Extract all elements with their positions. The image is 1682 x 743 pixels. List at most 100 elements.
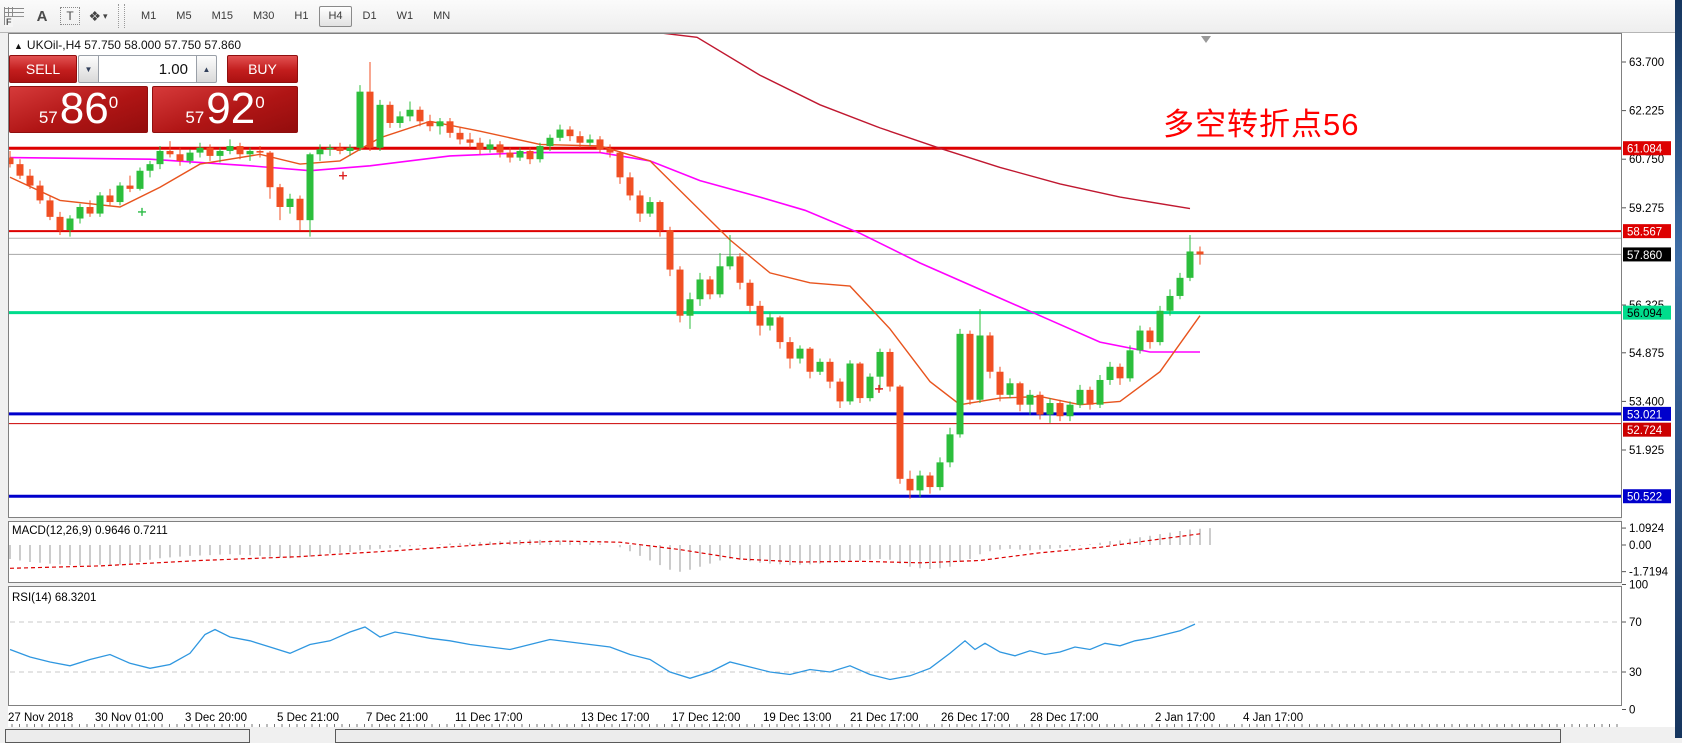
timeframe-button-m5[interactable]: M5 xyxy=(167,6,200,27)
toolbar: F A T ❖ ▾ M1 M5 M15 M30 H1 H4 D1 W1 MN xyxy=(0,0,1675,33)
price-line-label xyxy=(1623,406,1671,421)
arrow-down-icon: ▼ xyxy=(84,64,93,74)
price-tick-label: 60.750 xyxy=(1629,154,1664,166)
text-label-icon[interactable]: A xyxy=(36,7,48,25)
svg-text:52.724: 52.724 xyxy=(1627,425,1663,437)
arrow-up-icon: ▲ xyxy=(202,64,211,74)
sell-price-whole: 57 xyxy=(38,108,58,127)
timeframe-button-m30[interactable]: M30 xyxy=(244,6,283,27)
ma-long-line xyxy=(663,34,1191,210)
price-tick-label: 63.700 xyxy=(1629,57,1664,69)
rsi-line xyxy=(9,623,1196,681)
chevron-down-icon: ▾ xyxy=(103,10,108,21)
macd-panel[interactable] xyxy=(8,521,1622,583)
main-chart-layers xyxy=(9,34,1621,499)
chart-marker-plus-icon xyxy=(339,171,347,180)
sell-price-pips: 86 xyxy=(59,84,109,133)
buy-price-point: 0 xyxy=(255,93,265,112)
rsi-panel[interactable] xyxy=(8,586,1622,706)
text-box-icon[interactable]: T xyxy=(58,4,82,28)
time-axis-label: 30 Nov 01:00 xyxy=(95,712,163,724)
volume-increase-button[interactable]: ▲ xyxy=(196,55,217,83)
price-line-label xyxy=(1623,141,1671,156)
time-axis-label: 5 Dec 21:00 xyxy=(277,712,339,724)
timeframe-button-w1[interactable]: W1 xyxy=(388,6,423,27)
time-axis-label: 27 Nov 2018 xyxy=(8,712,73,724)
volume-decrease-button[interactable]: ▼ xyxy=(78,55,99,83)
price-tick-label: 51.925 xyxy=(1629,445,1664,457)
chart-annotation: 多空转折点56 xyxy=(1163,107,1360,142)
svg-text:61.084: 61.084 xyxy=(1627,144,1663,156)
buy-price-whole: 57 xyxy=(185,108,205,127)
price-line-label xyxy=(1623,247,1671,262)
timeframe-button-h1[interactable]: H1 xyxy=(285,6,317,27)
time-axis-label: 13 Dec 17:00 xyxy=(581,712,649,724)
rsi-axis-label: 0 xyxy=(1629,705,1635,717)
time-axis-label: 3 Dec 20:00 xyxy=(185,712,247,724)
svg-text:57.860: 57.860 xyxy=(1627,250,1662,262)
bottom-window-fragment[interactable] xyxy=(5,729,250,743)
time-axis-label: 4 Jan 17:00 xyxy=(1243,712,1303,724)
timeframe-button-h4[interactable]: H4 xyxy=(319,5,352,27)
time-axis-label: 26 Dec 17:00 xyxy=(941,712,1009,724)
timeframe-button-m1[interactable]: M1 xyxy=(132,6,165,27)
timeframe-button-mn[interactable]: MN xyxy=(424,6,459,27)
macd-axis-label: 0.00 xyxy=(1629,540,1651,552)
macd-axis-label: 1.0924 xyxy=(1629,523,1665,535)
rsi-layer: RSI(14) 68.3201 100 70 30 0 xyxy=(9,580,1648,717)
price-tick-label: 54.875 xyxy=(1629,348,1664,360)
time-axis-bar-ticks xyxy=(11,724,1618,727)
macd-label: MACD(12,26,9) 0.9646 0.7211 xyxy=(12,525,168,537)
symbol-ohlc-line: ▲ UKOil-,H4 57.750 58.000 57.750 57.860 xyxy=(14,38,241,52)
volume-input[interactable] xyxy=(99,55,196,83)
candles-layer xyxy=(9,62,1204,499)
sell-button[interactable]: SELL xyxy=(9,55,77,83)
symbol-ohlc-text: UKOil-,H4 57.750 58.000 57.750 57.860 xyxy=(26,38,242,52)
time-axis-label: 11 Dec 17:00 xyxy=(455,712,523,724)
sell-price-box[interactable]: 57 86 0 xyxy=(9,86,148,133)
price-line-label xyxy=(1623,489,1671,504)
buy-price-pips: 92 xyxy=(206,84,256,133)
price-tick-label: 62.225 xyxy=(1629,106,1664,118)
chart-canvas[interactable]: 63.70062.22560.75059.27556.32554.87553.4… xyxy=(0,33,1682,738)
rsi-axis-label: 100 xyxy=(1629,580,1648,592)
price-tick-label: 59.275 xyxy=(1629,203,1664,215)
bottom-window-strip xyxy=(0,728,1682,743)
collapse-triangle-icon[interactable]: ▲ xyxy=(14,41,23,51)
toolbar-separator xyxy=(118,4,125,28)
price-line-label xyxy=(1623,305,1671,320)
timeframe-button-m15[interactable]: M15 xyxy=(203,6,242,27)
price-tick-label: 53.400 xyxy=(1629,396,1664,408)
chart-marker-plus-icon xyxy=(875,384,883,393)
svg-text:50.522: 50.522 xyxy=(1627,492,1662,504)
arrow-objects-icon[interactable]: ❖ ▾ xyxy=(88,7,108,24)
chart-marker-plus-icon xyxy=(138,207,146,216)
shift-marker-icon[interactable] xyxy=(1201,36,1211,43)
grid-f-icon[interactable]: F xyxy=(2,4,26,28)
rsi-label: RSI(14) 68.3201 xyxy=(12,592,96,604)
buy-button[interactable]: BUY xyxy=(227,55,298,83)
svg-text:58.567: 58.567 xyxy=(1627,227,1662,239)
time-axis-label: 17 Dec 12:00 xyxy=(672,712,740,724)
window-right-edge xyxy=(1675,0,1682,738)
rsi-axis-label: 70 xyxy=(1629,617,1642,629)
time-axis-label: 7 Dec 21:00 xyxy=(366,712,428,724)
trade-panel-controls: SELL ▼ ▲ BUY xyxy=(9,55,298,83)
macd-axis-label: -1.7194 xyxy=(1629,567,1669,579)
macd-histogram xyxy=(9,528,1211,572)
svg-text:56.094: 56.094 xyxy=(1627,308,1663,320)
svg-text:53.021: 53.021 xyxy=(1627,409,1662,421)
time-axis-label: 2 Jan 17:00 xyxy=(1155,712,1215,724)
time-axis-label: 28 Dec 17:00 xyxy=(1030,712,1098,724)
buy-price-box[interactable]: 57 92 0 xyxy=(152,86,298,133)
timeframe-button-group: M1 M5 M15 M30 H1 H4 D1 W1 MN xyxy=(131,5,460,27)
macd-layer: MACD(12,26,9) 0.9646 0.7211 1.0924 0.00 -1.… xyxy=(9,523,1669,579)
price-line-label xyxy=(1623,224,1671,239)
timeframe-button-d1[interactable]: D1 xyxy=(354,6,386,27)
bottom-window-fragment[interactable] xyxy=(335,729,1561,743)
time-axis[interactable] xyxy=(8,706,1622,727)
macd-signal-line xyxy=(9,533,1201,569)
price-line-label xyxy=(1623,422,1671,437)
